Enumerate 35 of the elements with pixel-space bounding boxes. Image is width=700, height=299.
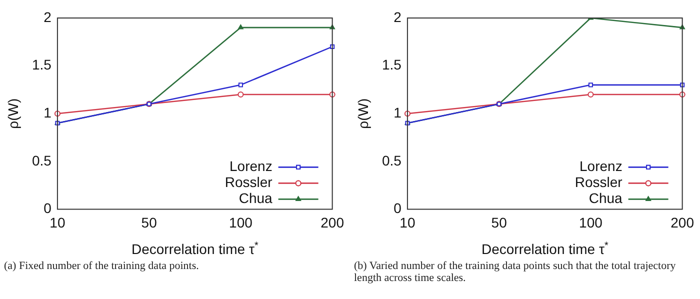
x-tick-label: 50: [491, 214, 508, 230]
x-tick-label: 200: [670, 214, 694, 230]
y-tick-label: 0.5: [32, 152, 52, 168]
y-tick-label: 2: [394, 8, 402, 25]
legend-label: Rossler: [224, 174, 273, 190]
point: [238, 82, 243, 88]
x-tick-label: 100: [229, 214, 253, 230]
point: [588, 82, 593, 88]
legend-label: Chua: [238, 190, 273, 206]
y-tick-label: 1: [394, 104, 402, 120]
x-tick-label: 10: [400, 214, 416, 230]
y-tick-label: 0.5: [382, 152, 402, 168]
x-axis-title: Decorrelation time τ*: [131, 240, 258, 257]
legend-label: Chua: [588, 190, 623, 206]
x-tick-label: 50: [141, 214, 158, 230]
point: [588, 91, 594, 98]
x-tick-label: 200: [320, 214, 344, 230]
y-tick-label: 1: [44, 104, 52, 120]
y-tick-label: 1.5: [382, 56, 402, 73]
text: (a) Fixed number of the training data points.: [3, 260, 200, 272]
legend-label: Lorenz: [230, 158, 272, 174]
text: (b) Varied number of the training data points such that the total trajectory length across time scales.: [353, 260, 677, 284]
x-tick-label: 10: [50, 214, 66, 230]
x-tick-label: 100: [579, 214, 603, 230]
point: [238, 91, 244, 98]
point: [238, 24, 244, 30]
legend-label: Lorenz: [580, 158, 622, 174]
y-tick-label: 0: [44, 200, 52, 216]
y-tick-label: 2: [44, 8, 52, 25]
y-tick-label: 0: [394, 200, 402, 216]
x-axis-title: Decorrelation time τ*: [481, 240, 608, 257]
y-axis-title: ρ(W): [354, 98, 371, 129]
y-axis-title: ρ(W): [4, 98, 21, 129]
y-tick-label: 1.5: [32, 56, 52, 73]
legend-label: Rossler: [574, 174, 623, 190]
